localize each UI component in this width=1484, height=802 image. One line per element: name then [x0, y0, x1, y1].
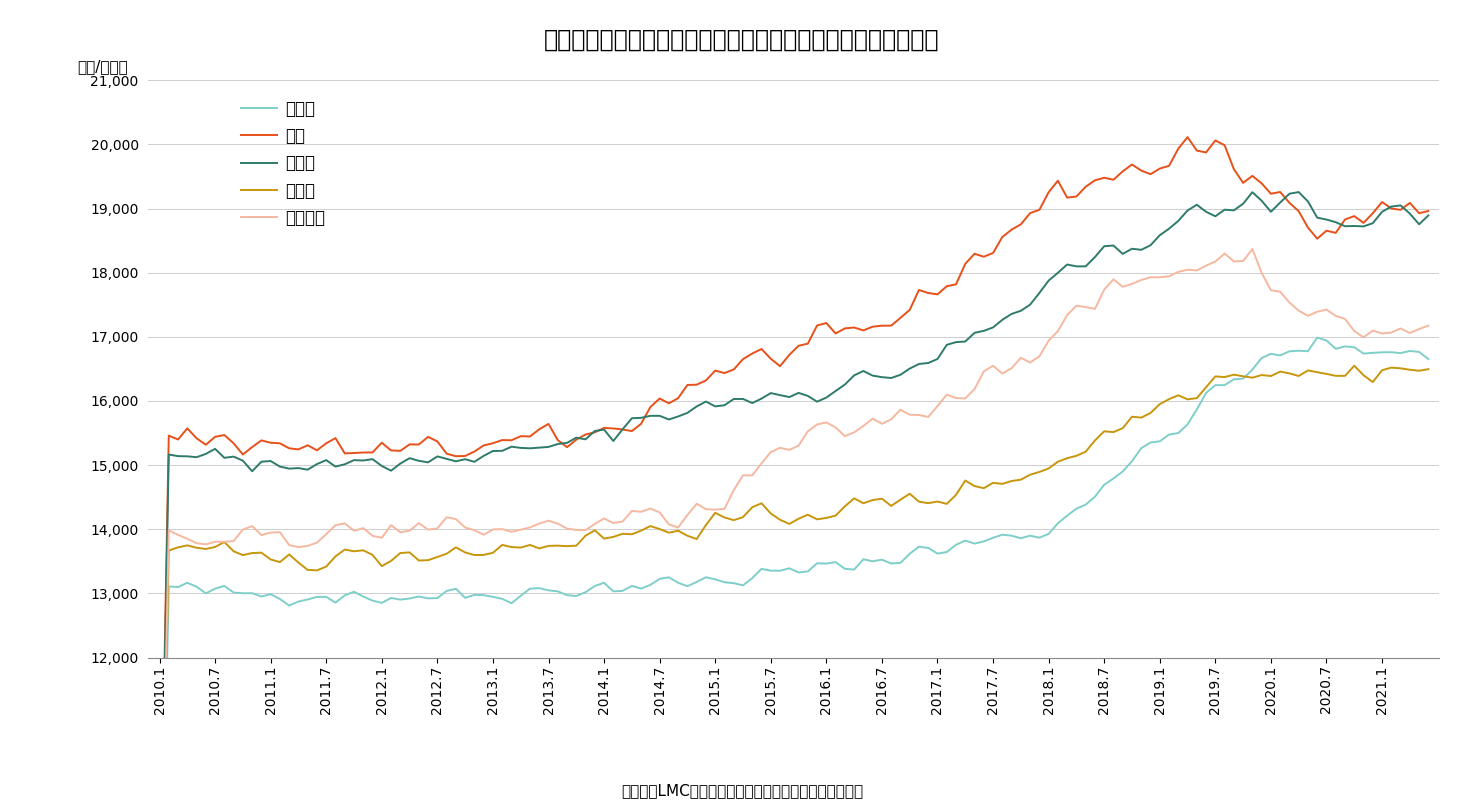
渋谷区 [1290, 187, 1307, 196]
新宿区 [1420, 364, 1438, 374]
渋谷区 [1058, 260, 1076, 269]
新宿区 [1401, 365, 1419, 375]
Line: 新宿区: 新宿区 [159, 366, 1429, 802]
港区 [651, 394, 669, 403]
Line: 千代田区: 千代田区 [159, 249, 1429, 802]
Line: 渋谷区: 渋谷区 [159, 192, 1429, 802]
千代田区 [1224, 257, 1242, 266]
港区 [1178, 132, 1196, 142]
千代田区 [1401, 328, 1419, 338]
中央区 [651, 574, 669, 584]
中央区 [1401, 346, 1419, 356]
渋谷区 [873, 372, 890, 382]
中央区 [873, 555, 890, 565]
中央区 [1309, 333, 1327, 342]
新宿区 [873, 494, 890, 504]
千代田区 [1244, 245, 1261, 254]
港区 [873, 321, 890, 330]
Text: （資料）LMCの公表資料からニッセイ基礎研究所が作成: （資料）LMCの公表資料からニッセイ基礎研究所が作成 [620, 784, 864, 799]
港区 [1235, 178, 1252, 188]
渋谷区 [651, 411, 669, 420]
千代田区 [651, 508, 669, 517]
Legend: 中央区, 港区, 渋谷区, 新宿区, 千代田区: 中央区, 港区, 渋谷区, 新宿区, 千代田区 [240, 100, 325, 227]
港区 [1420, 206, 1438, 216]
中央区 [1224, 375, 1242, 384]
Text: 図表３　東京都心５区の賃貸マンションの平均募集賃料（坪）: 図表３ 東京都心５区の賃貸マンションの平均募集賃料（坪） [545, 28, 939, 52]
港区 [1058, 192, 1076, 202]
渋谷区 [1224, 205, 1242, 215]
港区 [614, 425, 632, 435]
Line: 港区: 港区 [159, 137, 1429, 802]
中央区 [614, 586, 632, 596]
新宿区 [614, 529, 632, 539]
新宿区 [651, 525, 669, 534]
新宿区 [1224, 370, 1242, 379]
千代田区 [1420, 321, 1438, 330]
渋谷区 [1401, 209, 1419, 218]
中央区 [1058, 511, 1076, 520]
港区 [1401, 198, 1419, 208]
渋谷区 [614, 424, 632, 434]
渋谷区 [1420, 211, 1438, 221]
中央区 [1420, 354, 1438, 364]
新宿区 [1346, 361, 1364, 371]
千代田区 [614, 516, 632, 526]
Text: （円/月坪）: （円/月坪） [77, 59, 128, 75]
Line: 中央区: 中央区 [159, 338, 1429, 802]
千代田区 [1058, 310, 1076, 320]
新宿区 [1058, 453, 1076, 463]
千代田区 [873, 419, 890, 428]
